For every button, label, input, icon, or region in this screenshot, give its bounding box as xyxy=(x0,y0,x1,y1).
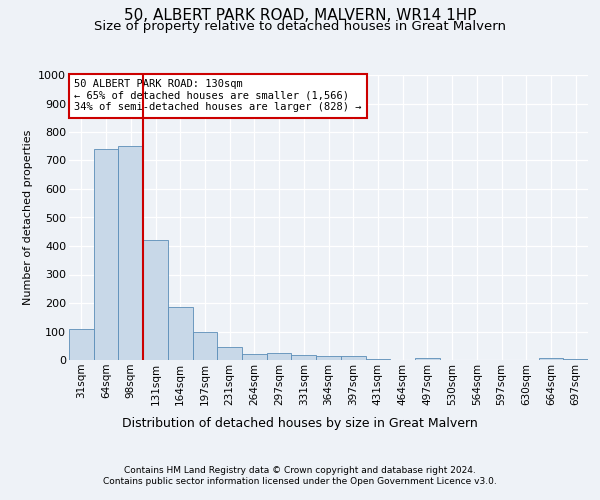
Text: Size of property relative to detached houses in Great Malvern: Size of property relative to detached ho… xyxy=(94,20,506,33)
Bar xyxy=(193,332,217,360)
Text: Contains HM Land Registry data © Crown copyright and database right 2024.: Contains HM Land Registry data © Crown c… xyxy=(124,466,476,475)
Y-axis label: Number of detached properties: Number of detached properties xyxy=(23,130,32,305)
Bar xyxy=(143,240,168,360)
Bar xyxy=(341,356,365,360)
Bar xyxy=(217,347,242,360)
Text: Distribution of detached houses by size in Great Malvern: Distribution of detached houses by size … xyxy=(122,418,478,430)
Bar xyxy=(69,328,94,360)
Bar xyxy=(94,149,118,360)
Bar xyxy=(267,354,292,360)
Text: 50, ALBERT PARK ROAD, MALVERN, WR14 1HP: 50, ALBERT PARK ROAD, MALVERN, WR14 1HP xyxy=(124,8,476,22)
Bar xyxy=(316,356,341,360)
Bar xyxy=(563,358,588,360)
Bar xyxy=(292,355,316,360)
Bar xyxy=(365,359,390,360)
Bar xyxy=(242,354,267,360)
Text: 50 ALBERT PARK ROAD: 130sqm
← 65% of detached houses are smaller (1,566)
34% of : 50 ALBERT PARK ROAD: 130sqm ← 65% of det… xyxy=(74,80,362,112)
Bar xyxy=(415,358,440,360)
Bar xyxy=(539,358,563,360)
Text: Contains public sector information licensed under the Open Government Licence v3: Contains public sector information licen… xyxy=(103,478,497,486)
Bar xyxy=(168,306,193,360)
Bar xyxy=(118,146,143,360)
